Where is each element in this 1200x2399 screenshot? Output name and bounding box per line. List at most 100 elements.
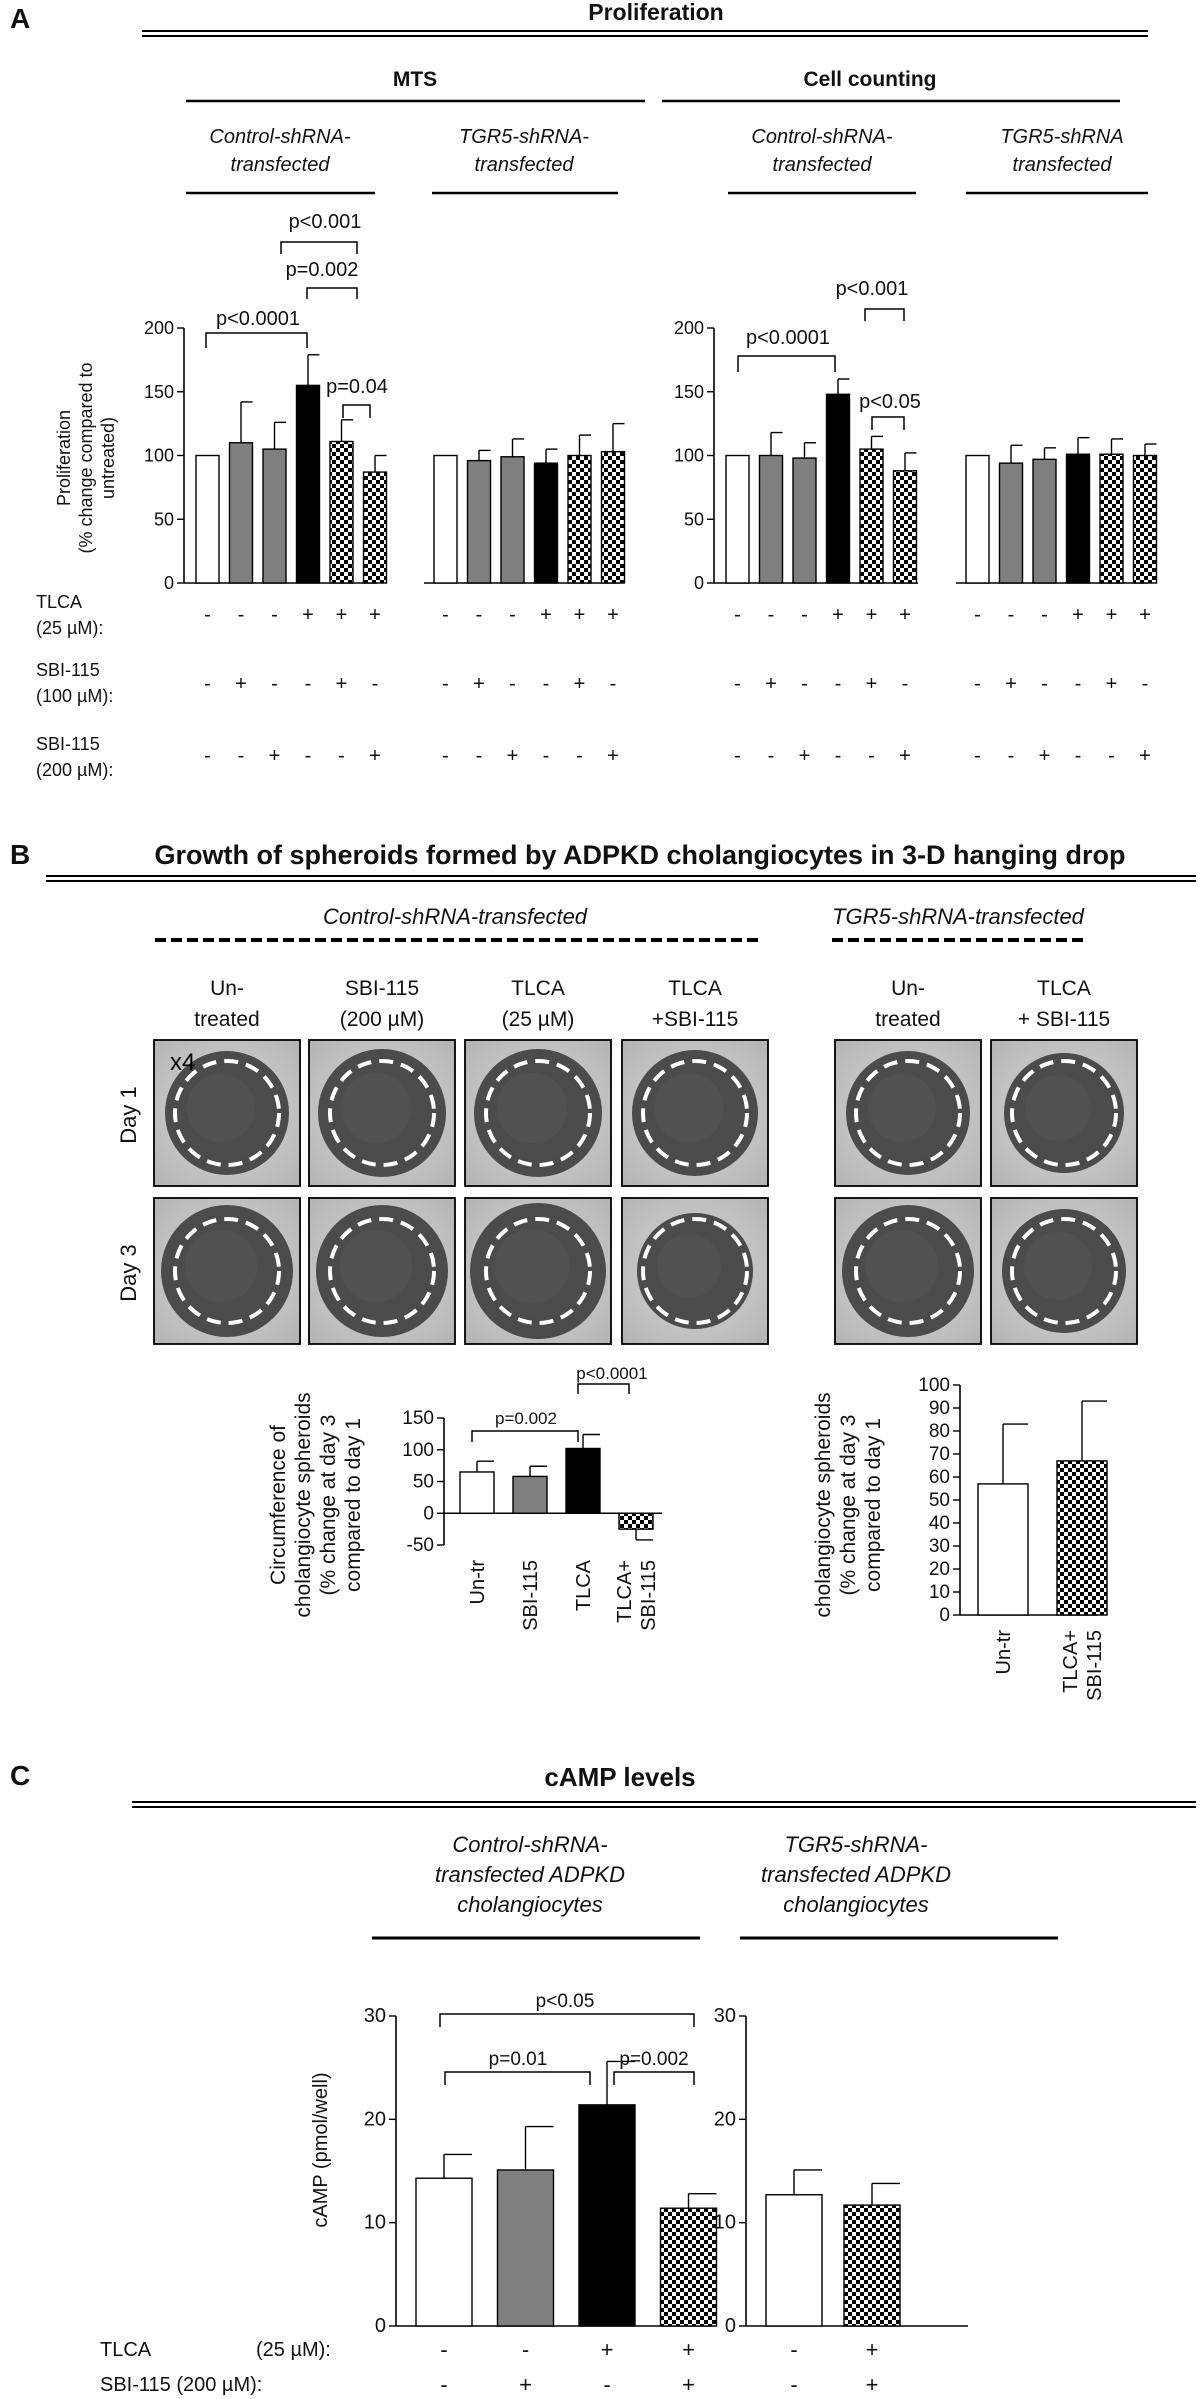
day1-outline: [854, 1059, 962, 1167]
chart-a-cell-count-control: 0 50 100 150 200: [674, 318, 918, 593]
y-axis-title-b-control: Circumference of cholangiocyte spheroids…: [267, 1392, 365, 1617]
bar: [500, 456, 525, 584]
condition-sign: -: [1108, 745, 1115, 767]
spheroid-texture: [184, 1229, 258, 1303]
y-axis-title-c: cAMP (pmol/well): [310, 2072, 332, 2227]
condition-sign: -: [734, 745, 741, 767]
condition-sign: -: [790, 2372, 797, 2397]
bracket: [737, 355, 836, 372]
panel-b-title: Growth of spheroids formed by ADPKD chol…: [154, 840, 1125, 870]
condition-sign: -: [204, 673, 211, 695]
bar: [228, 442, 254, 584]
condition-sign: -: [442, 673, 449, 695]
y-axis-title-b-tgr5: cholangiocyte spheroids (% change at day…: [812, 1392, 885, 1617]
y-tick-label: -50: [407, 1535, 434, 1556]
condition-sign: -: [238, 745, 245, 767]
day1-outline: [1010, 1059, 1118, 1167]
condition-sign: -: [610, 673, 617, 695]
bracket: [342, 404, 371, 418]
p-value-label: p=0.002: [619, 2049, 688, 2070]
condition-sign: -: [442, 745, 449, 767]
condition-sign: -: [868, 745, 875, 767]
condition-sign: -: [974, 604, 981, 626]
condition-sign: -: [338, 745, 345, 767]
y-axis-title-a: Proliferation (% change compared to untr…: [54, 362, 118, 553]
bar: [195, 454, 220, 584]
spheroid-texture: [340, 1072, 412, 1144]
panel-letter-a: A: [10, 3, 30, 34]
bar: [765, 2194, 823, 2327]
condition-sign: -: [204, 745, 211, 767]
y-axis-title-line: cholangiocyte spheroids: [292, 1392, 315, 1617]
condition-sign: +: [682, 2372, 695, 2397]
condition-sign: +: [899, 745, 911, 767]
condition-sign: -: [204, 604, 211, 626]
panel-letter-c: C: [10, 1760, 30, 1791]
condition-sign: +: [574, 604, 586, 626]
mts-title: MTS: [393, 68, 437, 91]
condition-sign: +: [1072, 604, 1084, 626]
tgr5-group-label: TGR5-shRNA-transfected: [832, 904, 1085, 929]
group-label: transfected: [1013, 154, 1113, 176]
group-label: transfected: [475, 154, 575, 176]
control-group-label: cholangiocytes: [457, 1892, 603, 1917]
condition-sign: +: [1139, 604, 1151, 626]
photo-column-header: TLCA: [1037, 977, 1091, 1000]
bracket: [864, 308, 905, 321]
condition-sign: +: [302, 604, 314, 626]
y-axis-title-line: Proliferation: [54, 410, 74, 506]
p-value-label: p<0.001: [836, 278, 909, 300]
condition-sign: +: [832, 604, 844, 626]
bar: [1065, 453, 1091, 584]
y-tick-label: 40: [929, 1513, 950, 1534]
bar: [295, 384, 321, 584]
photo-column-header: + SBI-115: [1018, 1008, 1110, 1031]
condition-sign: -: [1041, 604, 1048, 626]
condition-sign: +: [1106, 673, 1118, 695]
condition-sign: -: [1008, 745, 1015, 767]
y-tick-label: 200: [674, 318, 704, 338]
p-value-label: p=0.04: [326, 376, 388, 398]
condition-sign: +: [607, 604, 619, 626]
bar: [415, 2177, 473, 2327]
y-tick-label: 0: [725, 2315, 736, 2337]
y-tick-label: 0: [694, 573, 704, 593]
bracket: [613, 2071, 695, 2085]
condition-sign: +: [336, 604, 348, 626]
photo-column-header: SBI-115: [345, 977, 419, 1000]
y-axis-title-line: untreated): [98, 417, 118, 499]
photo-column-header: Un-: [891, 977, 925, 1000]
p-value-label: p<0.0001: [216, 308, 300, 330]
condition-label: (100 µM):: [36, 686, 113, 706]
p-value-label: p=0.01: [489, 2049, 548, 2070]
condition-sign: +: [540, 604, 552, 626]
spheroid-texture: [186, 1073, 256, 1143]
condition-sign: -: [1041, 673, 1048, 695]
condition-sign: -: [576, 745, 583, 767]
condition-sign: -: [543, 673, 550, 695]
tgr5-group-label: TGR5-shRNA-: [784, 1832, 927, 1857]
condition-sign: +: [1005, 673, 1017, 695]
bracket: [280, 241, 358, 254]
condition-sign: +: [682, 2337, 695, 2362]
p-value-label: p=0.002: [495, 1409, 557, 1428]
bar: [533, 462, 559, 584]
condition-sign: +: [519, 2372, 532, 2397]
group-label: TGR5-shRNA: [1000, 126, 1123, 148]
p-value-label: p=0.002: [286, 259, 359, 281]
bar: [843, 2204, 901, 2327]
bar: [892, 470, 918, 584]
bar: [1099, 453, 1124, 584]
bar: [725, 454, 750, 584]
condition-sign: +: [601, 2337, 614, 2362]
y-tick-label: 150: [144, 382, 174, 402]
photo-column-header: treated: [194, 1008, 259, 1031]
condition-sign: +: [607, 745, 619, 767]
y-tick-label: 200: [144, 318, 174, 338]
bar: [618, 1512, 654, 1530]
spheroid-texture: [865, 1229, 939, 1303]
photo-column-header: treated: [875, 1008, 940, 1031]
group-label: Control-shRNA-: [209, 126, 350, 148]
